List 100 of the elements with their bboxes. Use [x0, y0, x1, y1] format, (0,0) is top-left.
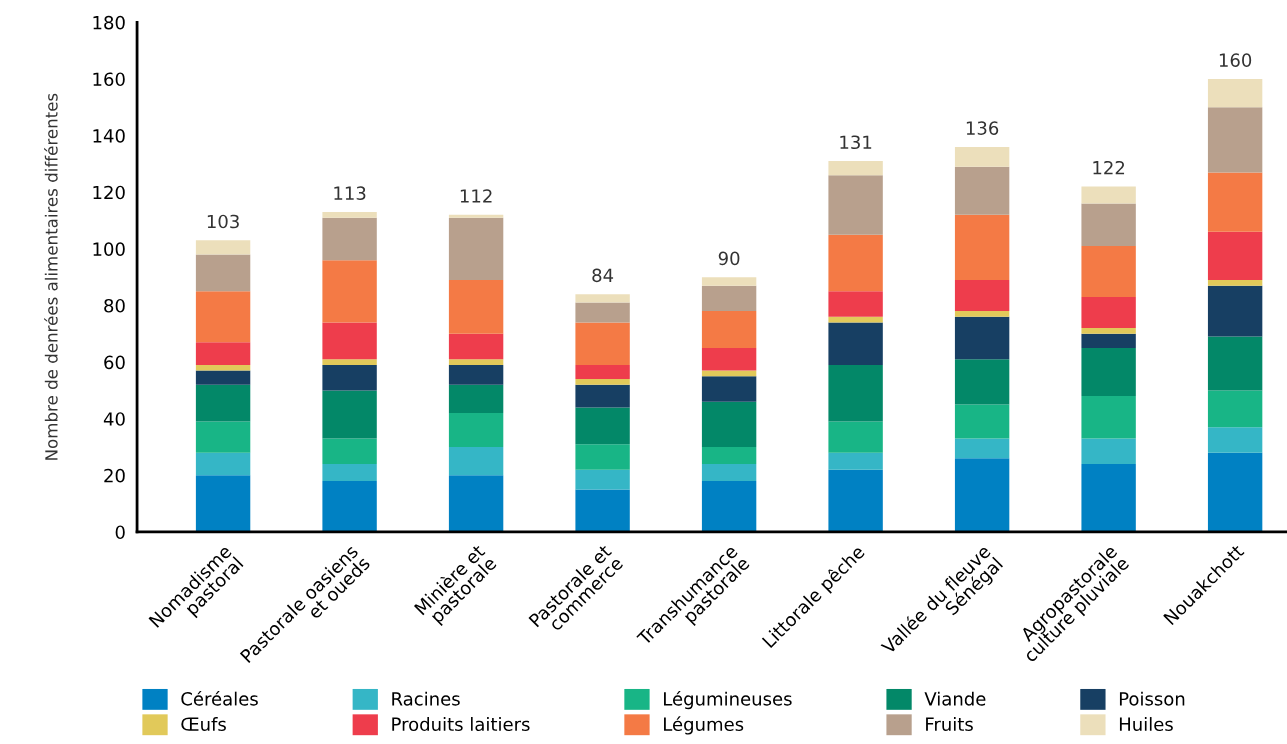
bar: [448, 279, 504, 334]
bar: [448, 447, 504, 476]
total-label: 131: [840, 135, 872, 150]
legend-label: Huiles: [1119, 717, 1173, 732]
bar: [322, 322, 377, 360]
total-label: 160: [1219, 53, 1252, 67]
legend-label: Œufs: [181, 717, 226, 732]
bar: [954, 458, 1010, 532]
total-label: 90: [718, 251, 740, 266]
bar: [828, 421, 883, 453]
bar: [1207, 390, 1263, 428]
bar: [954, 438, 1010, 459]
bar: [575, 384, 630, 408]
bar: [1207, 336, 1263, 391]
bar: [701, 311, 757, 348]
bar: [575, 489, 630, 532]
bar: [1081, 438, 1136, 465]
bar: [195, 370, 251, 385]
bar: [1207, 107, 1263, 173]
bar: [1081, 186, 1136, 204]
y-tick-label: 20: [104, 468, 125, 483]
bar: [195, 342, 251, 365]
bar: [322, 390, 377, 439]
bar: [1207, 172, 1263, 232]
bar: [575, 444, 630, 470]
bar: [1081, 333, 1136, 348]
bar: [195, 254, 251, 292]
bar: [828, 452, 883, 470]
bar: [448, 217, 504, 280]
bar: [701, 376, 757, 402]
bar: [575, 322, 630, 365]
y-tick-label: 160: [93, 72, 125, 87]
y-tick-label: 40: [103, 412, 125, 426]
total-label: 122: [1093, 160, 1125, 175]
total-label: 113: [334, 186, 366, 201]
bar: [1081, 296, 1136, 329]
bar: [1081, 328, 1136, 334]
y-tick-label: 120: [93, 185, 125, 200]
bar: [701, 447, 757, 465]
bar: [1081, 203, 1136, 246]
bar: [828, 469, 883, 532]
bar: [322, 212, 377, 218]
bar: [701, 401, 757, 448]
bar: [954, 404, 1010, 439]
bar: [954, 166, 1010, 215]
bar: [828, 364, 883, 422]
bar: [195, 291, 251, 343]
bar: [701, 464, 757, 481]
y-tick-label: 0: [115, 525, 125, 540]
total-label: 112: [460, 189, 492, 203]
bar: [195, 452, 251, 476]
bar: [322, 364, 377, 391]
bar: [828, 291, 883, 317]
bar: [448, 364, 504, 385]
y-tick-label: 100: [93, 242, 125, 256]
total-label: 103: [207, 214, 239, 229]
legend-label: Fruits: [926, 717, 973, 732]
bar: [575, 294, 630, 303]
y-tick-label: 80: [104, 298, 125, 313]
bar: [954, 146, 1010, 167]
bar: [954, 311, 1010, 317]
y-axis-title: Nombre de denrées alimentaires différentes: [44, 93, 58, 460]
bar: [448, 214, 504, 218]
bar: [954, 359, 1010, 405]
y-tick-label: 180: [93, 15, 125, 30]
bar: [575, 379, 630, 385]
bar: [954, 214, 1010, 280]
bar: [322, 481, 377, 532]
bar: [322, 464, 377, 481]
y-tick-label: 140: [93, 129, 125, 143]
legend-label: Légumineuses: [664, 690, 792, 710]
bar: [575, 364, 630, 380]
bar: [828, 161, 883, 176]
bar: [1207, 231, 1263, 280]
bar: [195, 475, 251, 532]
bar: [828, 322, 883, 365]
legend-label: Viande: [924, 691, 986, 706]
bar: [701, 347, 757, 371]
legend-label: Légumes: [664, 716, 744, 735]
bar: [322, 260, 377, 323]
bar: [954, 279, 1010, 312]
bar: [828, 234, 883, 292]
bar: [322, 359, 377, 365]
bar: [954, 316, 1010, 360]
bar: [1207, 452, 1263, 532]
bar: [1081, 246, 1136, 297]
bar: [448, 475, 504, 532]
bar: [448, 384, 504, 414]
bar: [828, 175, 883, 235]
bar: [1081, 464, 1136, 532]
legend-label: Produits laitiers: [392, 717, 530, 732]
total-label: 84: [592, 268, 614, 283]
bar: [448, 333, 504, 360]
bar: [575, 469, 630, 490]
bar: [575, 302, 630, 323]
bar: [322, 438, 377, 465]
bar: [575, 407, 630, 445]
bar: [701, 481, 757, 532]
bar: [195, 240, 251, 255]
bar: [448, 359, 504, 365]
